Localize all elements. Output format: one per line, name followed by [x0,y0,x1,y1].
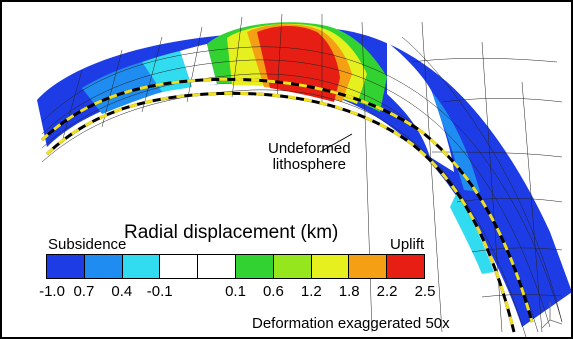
colorbar-tick-label: 0.4 [111,283,133,300]
undeformed-boundary [40,77,534,333]
colorbar-segment [160,255,199,278]
legend-uplift-label: Uplift [390,236,425,253]
annotation-leader-line [319,133,353,153]
colorbar-tick-label: 0.7 [73,283,95,300]
colorbar-tick-label: 2.5 [414,283,436,300]
colorbar-segment [122,255,161,278]
exaggeration-note: Deformation exaggerated 50x [252,315,450,332]
colorbar-tick-label: -1.0 [39,283,65,300]
subsidence-light-right [432,92,480,192]
colorbar-segment [311,255,350,278]
colorbar-segment [47,255,85,278]
legend-title: Radial displacement (km) [124,222,339,243]
colorbar-segment [235,255,274,278]
colorbar-tick-label: 0.6 [262,283,284,300]
colorbar-tick-label: 2.2 [376,283,398,300]
axis-triad-icon [541,302,563,329]
colorbar [46,254,425,279]
colorbar-segment [349,255,388,278]
colorbar-segment [273,255,312,278]
colorbar-segment [84,255,123,278]
colorbar-tick-label: -0.1 [146,283,173,300]
undeformed-lithosphere-label: Undeformed lithosphere [268,140,351,173]
uplift-neutral-gap-left [180,44,217,87]
subsidence-cyan-right [450,192,494,274]
colorbar-tick-label: 1.2 [300,283,322,300]
colorbar-tick-label: 0.1 [225,283,246,300]
neutral-band-right [387,42,454,172]
colorbar-segment [387,255,424,278]
legend-subsidence-label: Subsidence [48,236,127,253]
colorbar-tick-label: 1.8 [338,283,360,300]
colorbar-segment [198,255,236,278]
